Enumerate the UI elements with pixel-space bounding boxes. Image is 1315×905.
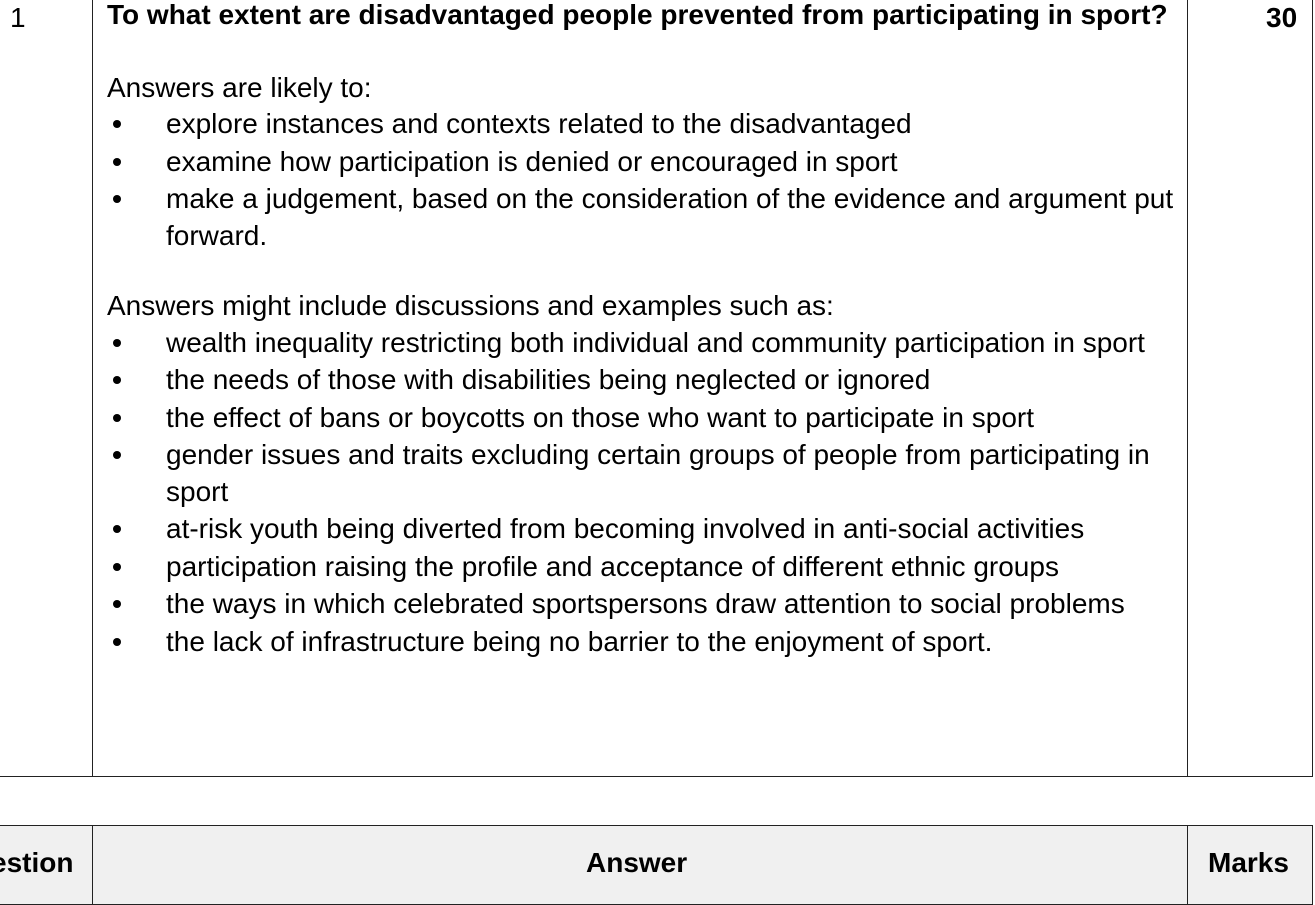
list-item-text: participation raising the profile and ac… [166,550,1059,582]
list-item: wealth inequality restricting both indiv… [107,325,1182,362]
list-item: examine how participation is denied or e… [107,144,1182,181]
include-intro: Answers might include discussions and ex… [107,290,834,321]
column-divider-right [1187,0,1188,776]
question-text: To what extent are disadvantaged people … [107,0,1168,30]
list-item: the ways in which celebrated sportsperso… [107,586,1182,623]
bullet-icon [113,195,121,203]
list-item: participation raising the profile and ac… [107,549,1182,586]
list-item-text: explore instances and contexts related t… [166,108,912,139]
list-item: at-risk youth being diverted from becomi… [107,511,1182,548]
likely-intro: Answers are likely to: [107,71,372,103]
answer-cell: To what extent are disadvantaged people … [107,0,1182,661]
likely-list: explore instances and contexts related t… [107,106,1182,254]
bullet-icon [113,451,121,459]
mark-scheme-table [0,0,1313,777]
list-item: gender issues and traits excluding certa… [107,437,1182,510]
include-list: wealth inequality restricting both indiv… [107,325,1182,661]
list-item-text: at-risk youth being diverted from becomi… [166,513,1085,544]
list-item: make a judgement, based on the considera… [107,181,1182,254]
list-item-text: the needs of those with disabilities bei… [166,364,931,395]
list-item: explore instances and contexts related t… [107,106,1182,143]
list-item: the needs of those with disabilities bei… [107,362,1182,399]
column-divider-right [1187,826,1188,904]
list-item-text: examine how participation is denied or e… [166,145,898,177]
question-number: 1 [10,2,26,33]
list-item-text: wealth inequality restricting both indiv… [166,326,1145,358]
bullet-icon [113,413,121,422]
column-divider-left [92,826,93,904]
list-item-text: the lack of infrastructure being no barr… [166,625,993,657]
next-table-header: estion Answer Marks [0,825,1313,905]
bullet-icon [113,157,121,166]
list-item-text: the effect of bans or boycotts on those … [166,401,1034,433]
bullet-icon [113,562,121,571]
list-item-text: gender issues and traits excluding certa… [166,439,1150,507]
answer-header: Answer [586,847,688,878]
bullet-icon [113,120,121,128]
bullet-icon [113,338,121,347]
list-item-text: the ways in which celebrated sportsperso… [166,588,1125,619]
list-item-text: make a judgement, based on the considera… [166,183,1174,251]
marks-header: Marks [1208,847,1289,878]
bullet-icon [113,637,121,646]
column-divider-left [92,0,93,776]
list-item: the lack of infrastructure being no barr… [107,624,1182,661]
list-item: the effect of bans or boycotts on those … [107,400,1182,437]
bullet-icon [113,525,121,533]
question-header: estion [0,847,74,878]
marks-value: 30 [1266,2,1298,33]
bullet-icon [113,376,121,384]
bullet-icon [113,600,121,608]
